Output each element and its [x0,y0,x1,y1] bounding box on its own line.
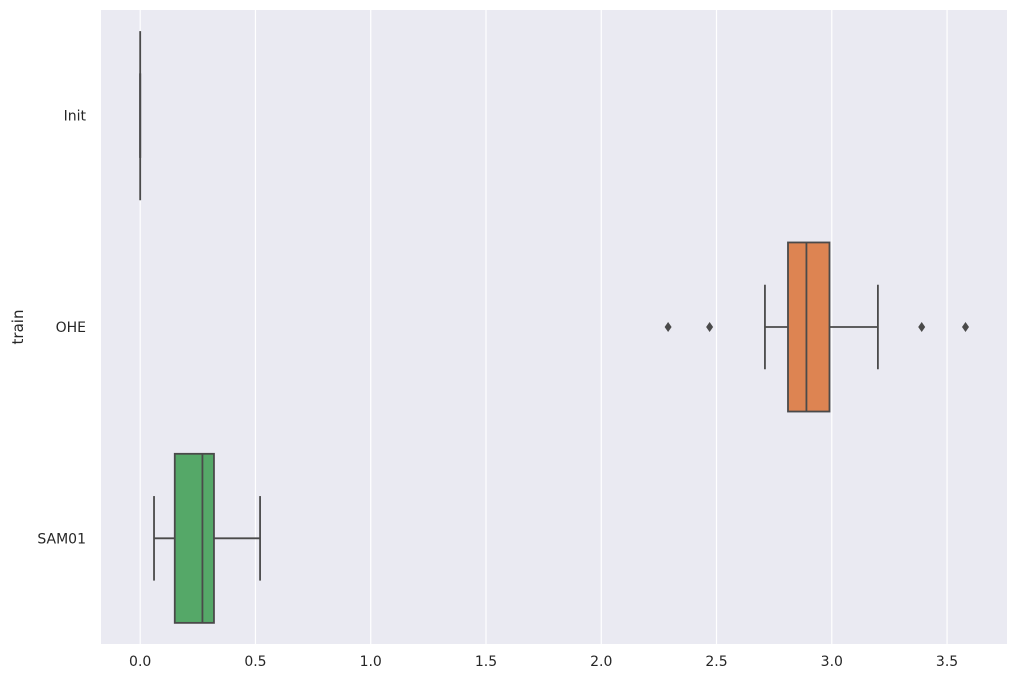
y-tick-label: Init [64,109,87,125]
outlier-point [962,322,970,332]
x-axis-ticks: 0.0 0.5 1.0 1.5 2.0 2.5 3.0 3.5 [129,654,958,670]
x-tick-label: 0.5 [244,654,266,670]
box-plot-sam01 [153,452,261,624]
x-tick-label: 2.5 [705,654,727,670]
x-tick-label: 2.0 [590,654,612,670]
x-tick-label: 0.0 [129,654,151,670]
iqr-box [173,452,215,624]
y-tick-label: OHE [56,320,86,336]
x-tick-label: 1.5 [475,654,497,670]
y-axis-label: train [9,310,27,345]
box-plot-ohe [664,241,970,413]
outlier-point [664,322,672,332]
outlier-point [918,322,926,332]
box-plots [139,31,970,624]
y-tick-label: SAM01 [37,531,86,547]
y-axis-ticks: Init OHE SAM01 [37,109,86,548]
iqr-box [787,241,831,413]
outlier-point [706,322,714,332]
x-tick-label: 1.0 [360,654,382,670]
x-tick-label: 3.5 [936,654,958,670]
x-tick-label: 3.0 [821,654,843,670]
